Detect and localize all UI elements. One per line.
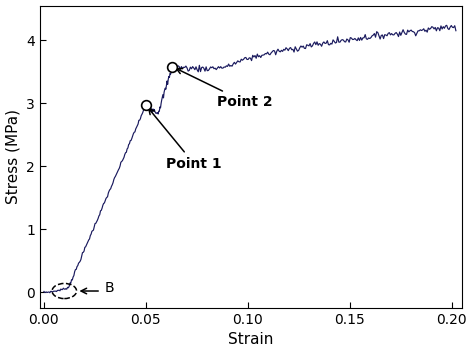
Text: Point 2: Point 2 xyxy=(176,68,273,109)
Text: Point 1: Point 1 xyxy=(149,109,222,171)
X-axis label: Strain: Strain xyxy=(228,333,273,347)
Y-axis label: Stress (MPa): Stress (MPa) xyxy=(6,109,20,204)
Text: B: B xyxy=(105,281,115,295)
